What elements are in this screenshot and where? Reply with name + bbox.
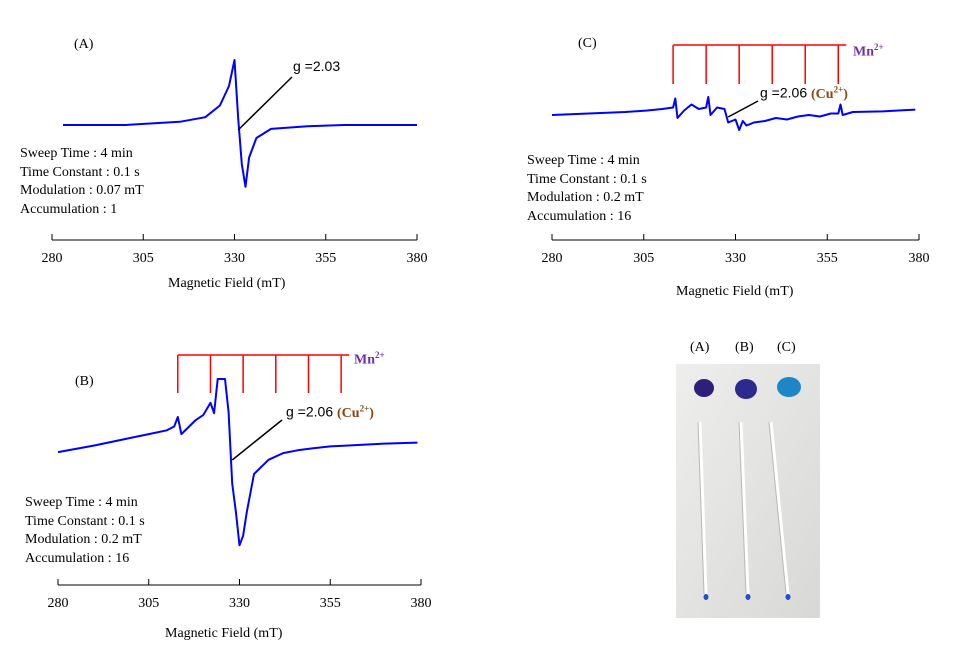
capillary-illustration — [676, 364, 820, 618]
x-tick-label: 280 — [48, 596, 69, 611]
measurement-parameters: Sweep Time : 4 min Time Constant : 0.1 s… — [20, 145, 144, 219]
param-sweep-time: Sweep Time : 4 min — [20, 146, 133, 161]
g-value-pointer — [727, 100, 759, 118]
mn-label: Mn2+ — [853, 42, 884, 60]
param-modulation: Modulation : 0.2 mT — [25, 532, 142, 547]
param-modulation: Modulation : 0.07 mT — [20, 183, 144, 198]
g-value-annotation: g =2.03 — [293, 58, 341, 74]
x-tick-label: 330 — [224, 251, 245, 266]
epr-spectrum-c: 280 305 330 355 380 — [542, 44, 930, 266]
panel-label: (C) — [578, 36, 597, 51]
param-time-constant: Time Constant : 0.1 s — [527, 171, 647, 187]
x-tick-label: 280 — [542, 251, 563, 266]
param-accumulation: Accumulation : 1 — [20, 201, 118, 217]
photo-label-c: (C) — [777, 340, 796, 355]
epr-spectrum-b: 280 305 330 355 380 — [48, 354, 432, 611]
x-tick-label: 380 — [909, 251, 930, 266]
measurement-parameters: Sweep Time : 4 min Time Constant : 0.1 s… — [527, 152, 647, 226]
x-tick-label: 355 — [315, 251, 336, 266]
x-tick-label: 305 — [138, 596, 159, 611]
capillary-tubes — [698, 421, 790, 595]
photo-label-a: (A) — [690, 340, 710, 355]
g-value-pointer — [231, 419, 283, 461]
x-tick-label: 355 — [817, 251, 838, 266]
spectrum-trace — [57, 378, 418, 547]
g-value-annotation: g =2.06 (Cu2+) — [760, 84, 848, 102]
epr-panel-c: (C) 280 305 330 355 380 Mn2+ g =2.06 (Cu2+) … — [0, 0, 959, 320]
x-tick-label: 355 — [320, 596, 341, 611]
sample-drop-a — [694, 379, 714, 397]
param-sweep-time: Sweep Time : 4 min — [25, 495, 138, 510]
param-sweep-time: Sweep Time : 4 min — [527, 153, 640, 168]
sample-drop-b — [735, 379, 757, 399]
epr-panel-a: (A) 280 305 330 355 380 g =2.03 Sweep Time :… — [0, 0, 470, 320]
spectrum-trace — [63, 59, 417, 188]
param-accumulation: Accumulation : 16 — [25, 550, 130, 566]
g-value-annotation: g =2.06 (Cu2+) — [286, 403, 374, 421]
x-tick-label: 280 — [42, 251, 63, 266]
param-time-constant: Time Constant : 0.1 s — [20, 164, 140, 180]
x-axis-label: Magnetic Field (mT) — [676, 284, 794, 299]
measurement-parameters: Sweep Time : 4 min Time Constant : 0.1 s… — [25, 494, 145, 568]
panel-label: (B) — [75, 374, 94, 389]
x-tick-label: 330 — [229, 596, 250, 611]
sample-drop-c — [777, 377, 801, 397]
param-modulation: Modulation : 0.2 mT — [527, 190, 644, 205]
x-tick-label: 330 — [725, 251, 746, 266]
x-tick-label: 305 — [633, 251, 654, 266]
photo-label-b: (B) — [735, 340, 754, 355]
x-tick-label: 380 — [407, 251, 428, 266]
spectrum-trace — [551, 96, 916, 131]
panel-label: (A) — [74, 37, 94, 52]
g-value-pointer — [237, 76, 293, 131]
x-axis-label: Magnetic Field (mT) — [165, 626, 283, 641]
param-accumulation: Accumulation : 16 — [527, 208, 632, 224]
x-tick-label: 380 — [411, 596, 432, 611]
epr-spectrum-a: 280 305 330 355 380 — [42, 59, 428, 266]
x-axis-label: Magnetic Field (mT) — [168, 276, 286, 291]
mn-label: Mn2+ — [354, 350, 385, 368]
param-time-constant: Time Constant : 0.1 s — [25, 513, 145, 529]
epr-panel-b: (B) 280 305 330 355 380 Mn2+ g =2.06 (Cu2+) … — [0, 0, 470, 654]
capillary-sample-photo — [676, 364, 820, 618]
x-tick-label: 305 — [133, 251, 154, 266]
